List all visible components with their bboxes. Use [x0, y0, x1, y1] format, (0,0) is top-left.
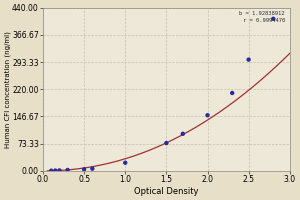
Point	[65, 168, 70, 172]
Text: b = 1.92838912
r = 0.9994470: b = 1.92838912 r = 0.9994470	[239, 11, 285, 23]
Point	[205, 114, 210, 117]
X-axis label: Optical Density: Optical Density	[134, 187, 199, 196]
Point	[82, 168, 86, 171]
Point	[271, 17, 276, 20]
Point	[123, 161, 128, 164]
Point	[164, 141, 169, 145]
Point	[57, 169, 62, 172]
Point	[49, 169, 54, 172]
Point	[230, 91, 235, 95]
Point	[53, 169, 58, 172]
Point	[180, 132, 185, 135]
Point	[246, 58, 251, 61]
Point	[90, 167, 95, 170]
Y-axis label: Human CFI concentration (ng/ml): Human CFI concentration (ng/ml)	[4, 31, 11, 148]
